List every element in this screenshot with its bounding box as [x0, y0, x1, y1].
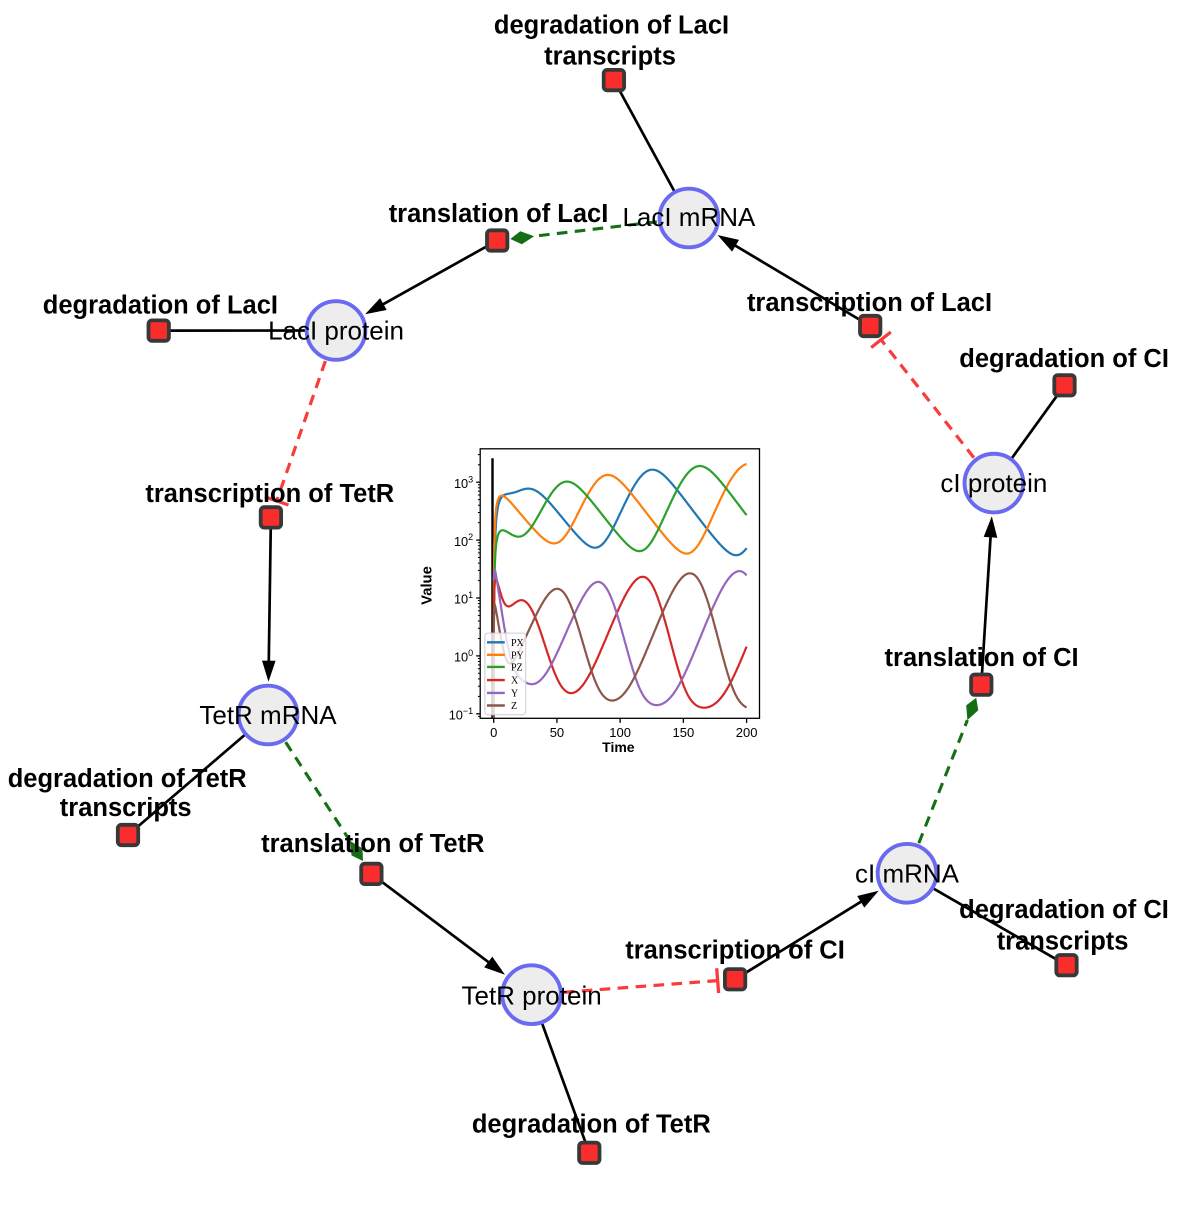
svg-text:PY: PY — [511, 650, 524, 661]
svg-text:transcription of TetR: transcription of TetR — [145, 480, 394, 508]
svg-text:transcription of LacI: transcription of LacI — [747, 289, 992, 317]
svg-text:Value: Value — [420, 566, 436, 605]
svg-text:degradation of CI: degradation of CI — [959, 896, 1169, 924]
svg-text:0: 0 — [490, 725, 497, 740]
svg-text:translation of CI: translation of CI — [885, 644, 1079, 672]
svg-text:transcripts: transcripts — [60, 794, 192, 822]
svg-text:50: 50 — [550, 725, 564, 740]
svg-text:degradation of TetR: degradation of TetR — [472, 1111, 711, 1139]
svg-text:degradation of LacI: degradation of LacI — [494, 12, 729, 40]
svg-text:transcription of CI: transcription of CI — [625, 937, 845, 965]
svg-text:X: X — [511, 676, 519, 687]
svg-text:transcripts: transcripts — [544, 43, 676, 71]
svg-text:LacI mRNA: LacI mRNA — [622, 202, 756, 232]
svg-text:degradation of CI: degradation of CI — [959, 345, 1169, 373]
svg-text:transcripts: transcripts — [997, 928, 1129, 956]
svg-text:translation of TetR: translation of TetR — [261, 830, 484, 858]
svg-text:Y: Y — [511, 688, 518, 699]
svg-text:Time: Time — [602, 739, 635, 755]
svg-text:TetR mRNA: TetR mRNA — [199, 700, 337, 730]
svg-text:cI protein: cI protein — [940, 468, 1047, 498]
svg-text:degradation of TetR: degradation of TetR — [8, 765, 247, 793]
svg-text:200: 200 — [736, 725, 758, 740]
svg-text:100: 100 — [609, 725, 631, 740]
svg-text:cI mRNA: cI mRNA — [855, 858, 960, 888]
svg-text:TetR protein: TetR protein — [462, 981, 602, 1011]
svg-text:LacI protein: LacI protein — [268, 316, 404, 346]
svg-text:PZ: PZ — [511, 662, 523, 673]
svg-text:degradation of LacI: degradation of LacI — [43, 292, 278, 320]
svg-text:PX: PX — [511, 638, 525, 649]
svg-text:translation of LacI: translation of LacI — [389, 200, 609, 228]
svg-text:Z: Z — [511, 701, 517, 712]
svg-text:150: 150 — [673, 725, 695, 740]
